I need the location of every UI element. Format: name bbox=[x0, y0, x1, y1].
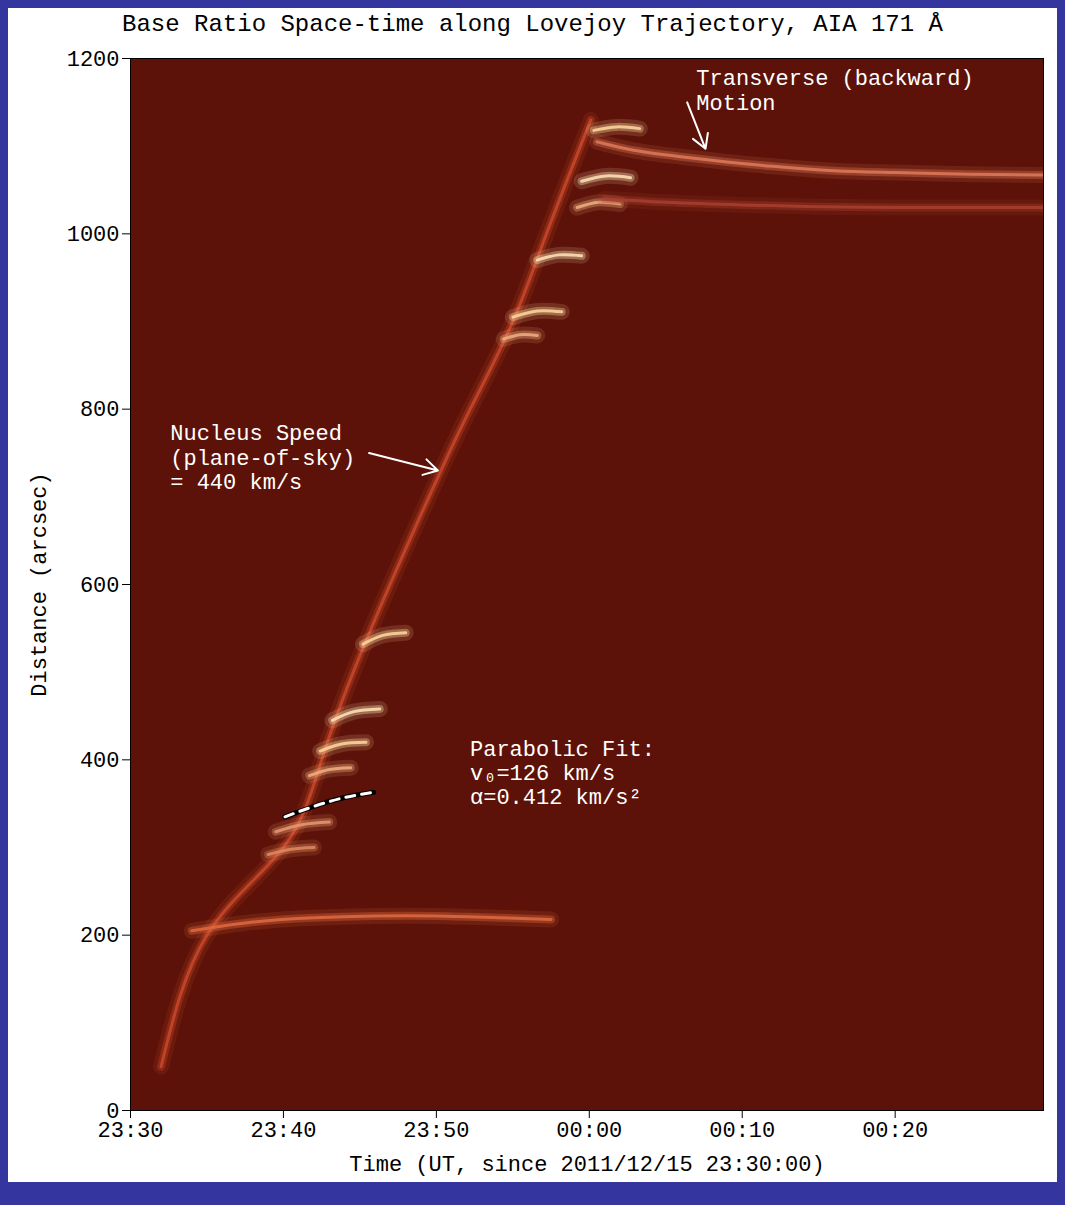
svg-text:0: 0 bbox=[106, 1099, 120, 1125]
svg-text:Nucleus Speed(plane-of-sky)= 4: Nucleus Speed(plane-of-sky)= 440 km/s bbox=[170, 422, 355, 495]
svg-text:23:50: 23:50 bbox=[403, 1119, 469, 1144]
svg-text:200: 200 bbox=[80, 924, 120, 949]
svg-text:Parabolic Fit:v₀=126 km/sα=0.4: Parabolic Fit:v₀=126 km/sα=0.412 km/s² bbox=[470, 738, 655, 811]
svg-text:00:00: 00:00 bbox=[556, 1119, 622, 1144]
svg-text:Time (UT, since 2011/12/15 23:: Time (UT, since 2011/12/15 23:30:00) bbox=[349, 1153, 824, 1178]
html-text:Base Ratio Space-time along Lo: Base Ratio Space-time along Lovejoy Traj… bbox=[122, 11, 943, 38]
svg-text:1000: 1000 bbox=[67, 223, 120, 248]
svg-text:00:20: 00:20 bbox=[862, 1119, 928, 1144]
svg-text:800: 800 bbox=[80, 398, 120, 423]
svg-text:1200: 1200 bbox=[67, 48, 120, 73]
svg-text:23:30: 23:30 bbox=[97, 1119, 163, 1144]
svg-text:23:40: 23:40 bbox=[250, 1119, 316, 1144]
svg-text:00:10: 00:10 bbox=[709, 1119, 775, 1144]
svg-text:400: 400 bbox=[80, 749, 120, 774]
svg-text:Transverse (backward)Motion: Transverse (backward)Motion bbox=[696, 67, 973, 116]
svg-text:600: 600 bbox=[80, 574, 120, 599]
svg-text:Distance (arcsec): Distance (arcsec) bbox=[28, 472, 53, 696]
